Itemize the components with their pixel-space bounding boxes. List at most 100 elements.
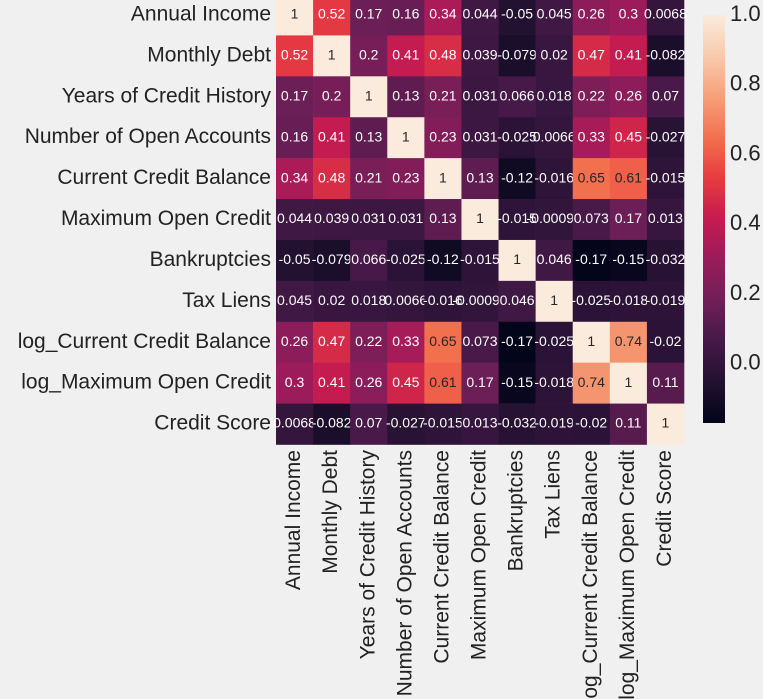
heatmap-cell <box>572 117 611 159</box>
cell-annotation: 0.2 <box>359 47 379 63</box>
cell-annotation: -0.17 <box>575 251 607 267</box>
cell-annotation: 0.018 <box>537 87 572 103</box>
cell-annotation: -0.15 <box>501 374 533 390</box>
cell-annotation: 0.066 <box>500 87 535 103</box>
heatmap-cell <box>498 158 536 200</box>
cell-annotation: 0.17 <box>281 87 308 103</box>
cell-annotation: 0.046 <box>537 251 572 267</box>
colorbar-tick-label: 0.2 <box>730 280 761 305</box>
heatmap-cell <box>461 362 499 404</box>
y-tick-label: Tax Liens <box>182 289 271 312</box>
cell-annotation: 0.044 <box>462 6 497 22</box>
cell-annotation: -0.032 <box>497 415 537 431</box>
colorbar-tick-label: 0.8 <box>730 71 761 96</box>
heatmap-cell <box>424 239 462 282</box>
cell-annotation: -0.12 <box>427 251 459 267</box>
x-tick-label: Annual Income <box>282 450 305 590</box>
cell-annotation: 0.013 <box>648 210 683 226</box>
heatmap-cell <box>535 76 574 118</box>
cell-annotation: -0.079 <box>312 251 352 267</box>
heatmap-cell <box>609 403 648 445</box>
cell-annotation: 1 <box>291 6 299 22</box>
heatmap-cell <box>609 0 648 36</box>
heatmap-cell <box>424 76 462 118</box>
cell-annotation: -0.015 <box>460 251 500 267</box>
colorbar-tick-label: 1.0 <box>730 1 761 26</box>
heatmap-cell <box>387 403 425 445</box>
cell-annotation: 0.031 <box>351 210 386 226</box>
cell-annotation: -0.019 <box>646 292 686 308</box>
heatmap-cell <box>424 362 462 404</box>
y-tick-label: Years of Credit History <box>62 84 272 107</box>
cell-annotation: -0.032 <box>646 251 686 267</box>
heatmap-cell <box>350 76 388 118</box>
y-tick-label: Bankruptcies <box>150 248 271 271</box>
cell-annotation: 1 <box>365 87 373 103</box>
heatmap-cell <box>461 280 499 323</box>
heatmap-cell <box>313 158 351 200</box>
heatmap-cell <box>424 403 462 445</box>
heatmap-cell <box>498 362 536 404</box>
cell-annotation: 0.039 <box>462 47 497 63</box>
cell-annotation: 1 <box>587 333 595 349</box>
heatmap-cell <box>572 280 611 323</box>
heatmap-cell <box>387 158 425 200</box>
heatmap-cell <box>646 117 685 159</box>
cell-annotation: 0.23 <box>392 169 419 185</box>
cell-annotation: 0.52 <box>281 47 308 63</box>
heatmap-cell <box>535 321 574 363</box>
heatmap-cell <box>313 0 351 36</box>
heatmap-cell <box>276 0 314 36</box>
heatmap-cell <box>313 199 351 241</box>
heatmap-cell <box>276 321 314 363</box>
cell-annotation: 0.41 <box>615 47 642 63</box>
heatmap-cell <box>350 239 388 282</box>
colorbar-tick-label: 0.0 <box>730 350 761 375</box>
cell-annotation: 0.018 <box>351 292 386 308</box>
cell-annotation: -0.019 <box>534 415 574 431</box>
cell-annotation: 0.45 <box>392 374 419 390</box>
heatmap-cell <box>313 321 351 363</box>
cell-annotation: 1 <box>476 210 484 226</box>
cell-annotation: 0.26 <box>615 87 642 103</box>
heatmap-cell <box>276 158 314 200</box>
heatmap-cell <box>387 239 425 282</box>
cell-annotation: 0.21 <box>355 169 382 185</box>
heatmap-cell <box>535 158 574 200</box>
x-tick-label: Years of Credit History <box>356 450 379 660</box>
heatmap-cell <box>646 321 685 363</box>
cell-annotation: 0.48 <box>318 169 345 185</box>
heatmap-cell <box>535 362 574 404</box>
cell-annotation: 0.07 <box>652 87 679 103</box>
heatmap-cell <box>609 158 648 200</box>
cell-annotation: -0.00097 <box>527 210 582 226</box>
heatmap-cell <box>572 321 611 363</box>
heatmap-cell <box>276 362 314 404</box>
heatmap-cell <box>387 35 425 77</box>
cell-annotation: -0.02 <box>649 333 681 349</box>
cell-annotation: 0.013 <box>462 415 497 431</box>
heatmap-cell <box>646 76 685 118</box>
colorbar-tick-label: 0.4 <box>730 210 761 235</box>
heatmap-cell <box>646 199 685 241</box>
cell-annotation: -0.025 <box>386 251 426 267</box>
cell-annotation: 1 <box>550 292 558 308</box>
cell-annotation: -0.15 <box>612 251 644 267</box>
heatmap-cell <box>313 35 351 77</box>
heatmap-cell <box>609 76 648 118</box>
x-tick-label: Number of Open Accounts <box>393 450 416 696</box>
cell-annotation: 0.48 <box>429 47 456 63</box>
heatmap-cell <box>609 117 648 159</box>
cell-annotation: 0.47 <box>318 333 345 349</box>
cell-annotation: 0.52 <box>318 6 345 22</box>
cell-annotation: -0.018 <box>534 374 574 390</box>
cell-annotation: 0.0066 <box>533 128 576 144</box>
cell-annotation: 0.74 <box>615 333 642 349</box>
heatmap-cell <box>313 403 351 445</box>
cell-annotation: 0.26 <box>578 6 605 22</box>
cell-annotation: 0.65 <box>578 169 605 185</box>
cell-annotation: 0.61 <box>429 374 456 390</box>
cell-annotation: 1 <box>402 128 410 144</box>
cell-annotation: 1 <box>662 415 670 431</box>
heatmap-cell <box>609 35 648 77</box>
